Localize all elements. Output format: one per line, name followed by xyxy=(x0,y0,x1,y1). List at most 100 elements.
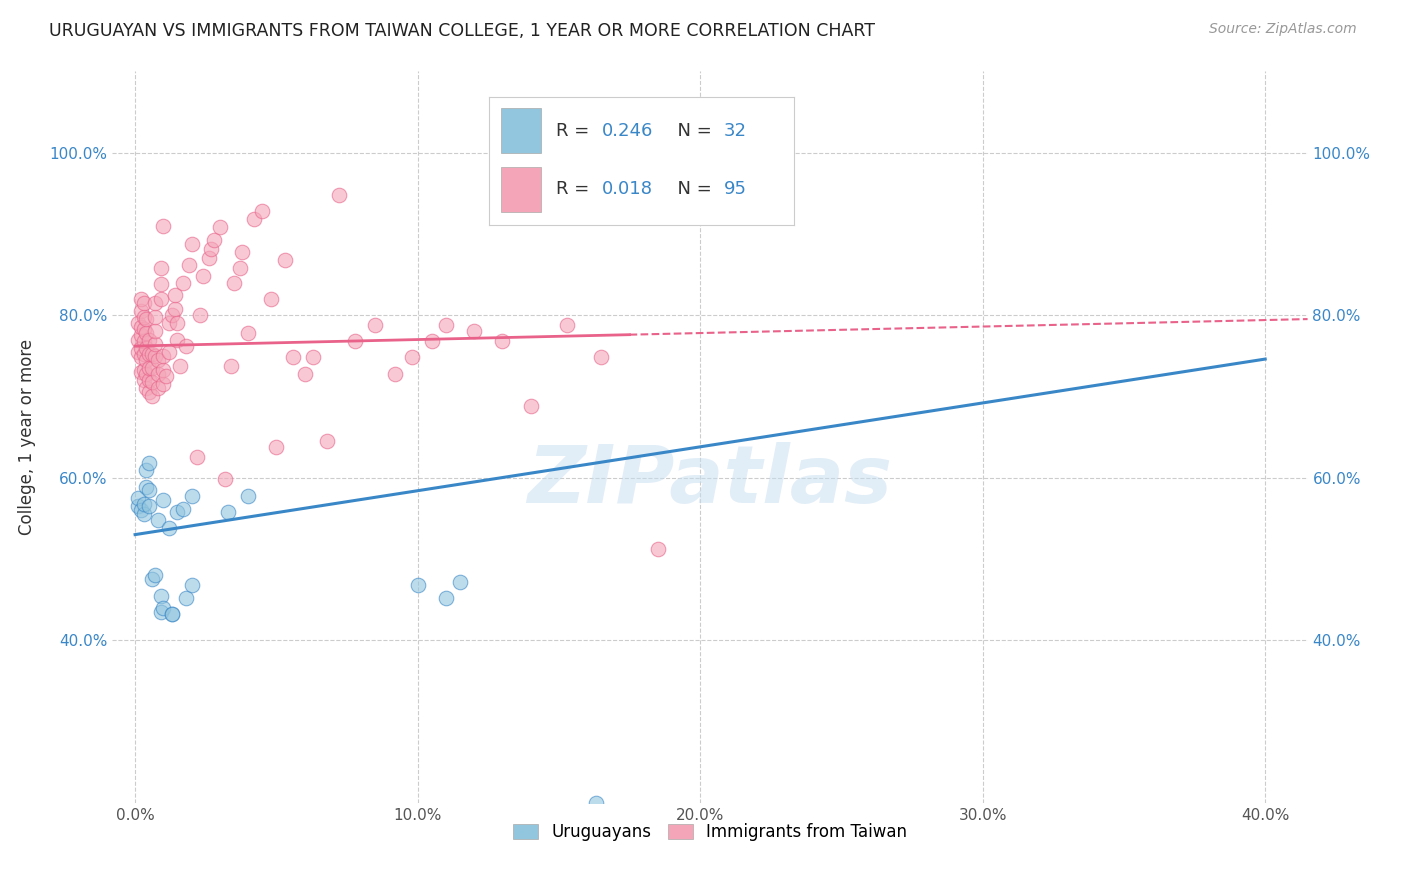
Point xyxy=(138,483,160,497)
Point xyxy=(202,234,225,248)
Point xyxy=(169,359,191,373)
Point xyxy=(294,367,316,381)
Point xyxy=(135,326,157,340)
Point xyxy=(166,333,188,347)
Point xyxy=(160,308,183,322)
Point xyxy=(172,501,194,516)
Point xyxy=(138,385,160,400)
Point xyxy=(177,258,200,272)
Point xyxy=(236,489,259,503)
Point xyxy=(191,269,214,284)
Point xyxy=(152,600,174,615)
Point xyxy=(132,334,155,348)
Point xyxy=(186,450,208,465)
Point xyxy=(236,326,259,340)
Point xyxy=(135,462,157,476)
Point xyxy=(138,333,160,347)
Point xyxy=(157,316,180,330)
Point xyxy=(129,304,152,318)
Point xyxy=(132,347,155,361)
Point xyxy=(138,499,160,513)
Point xyxy=(143,349,166,363)
Point xyxy=(141,347,163,361)
Point xyxy=(274,252,297,267)
Point xyxy=(434,591,457,605)
Point xyxy=(163,301,186,316)
Point xyxy=(129,365,152,379)
Point xyxy=(146,367,169,381)
Point xyxy=(149,605,172,619)
Point xyxy=(129,292,152,306)
Point xyxy=(138,373,160,387)
Point xyxy=(260,292,283,306)
Point xyxy=(463,325,485,339)
Point xyxy=(585,796,607,810)
Point xyxy=(364,318,387,332)
Point xyxy=(143,568,166,582)
Point xyxy=(143,336,166,351)
Point xyxy=(132,322,155,336)
Point xyxy=(141,361,163,376)
Point xyxy=(149,589,172,603)
Point xyxy=(406,578,429,592)
Point xyxy=(146,381,169,395)
Point xyxy=(344,334,367,348)
Point xyxy=(138,347,160,361)
Point xyxy=(228,260,250,275)
Point xyxy=(231,244,253,259)
Legend: Uruguayans, Immigrants from Taiwan: Uruguayans, Immigrants from Taiwan xyxy=(505,814,915,849)
Point xyxy=(491,334,513,348)
Point xyxy=(647,542,669,557)
Point xyxy=(135,352,157,367)
Point xyxy=(132,497,155,511)
Point xyxy=(434,318,457,332)
Point xyxy=(163,288,186,302)
Point xyxy=(146,352,169,367)
Point xyxy=(143,296,166,310)
Point xyxy=(252,204,274,219)
Point xyxy=(141,375,163,389)
Point xyxy=(129,320,152,334)
Point xyxy=(316,434,339,449)
Point xyxy=(174,591,197,605)
Point xyxy=(180,236,202,251)
Point xyxy=(420,334,443,348)
Point xyxy=(141,572,163,586)
Point xyxy=(197,252,219,266)
Point xyxy=(135,312,157,326)
Point xyxy=(132,373,155,387)
Point xyxy=(135,341,157,355)
Point xyxy=(266,440,288,454)
Point xyxy=(143,310,166,324)
Point xyxy=(127,316,149,330)
Point xyxy=(242,212,264,227)
Point xyxy=(222,276,245,290)
Point xyxy=(384,367,406,381)
Point xyxy=(127,344,149,359)
Point xyxy=(557,318,579,332)
Point xyxy=(129,328,152,343)
Point xyxy=(157,344,180,359)
Point xyxy=(132,296,155,310)
Point xyxy=(157,521,180,535)
Point xyxy=(302,351,325,365)
Point xyxy=(188,308,211,322)
Point xyxy=(449,574,471,589)
Point xyxy=(135,381,157,395)
Y-axis label: College, 1 year or more: College, 1 year or more xyxy=(18,339,35,535)
Point xyxy=(149,277,172,292)
Point xyxy=(127,333,149,347)
Point xyxy=(519,399,541,413)
Point xyxy=(127,491,149,505)
Point xyxy=(152,349,174,363)
Point xyxy=(138,456,160,470)
Point xyxy=(127,499,149,513)
Point xyxy=(200,242,222,256)
Point xyxy=(217,505,239,519)
Point xyxy=(152,363,174,377)
Point xyxy=(208,220,231,235)
Point xyxy=(132,310,155,324)
Point xyxy=(152,219,174,233)
Point xyxy=(146,513,169,527)
Point xyxy=(214,472,236,486)
